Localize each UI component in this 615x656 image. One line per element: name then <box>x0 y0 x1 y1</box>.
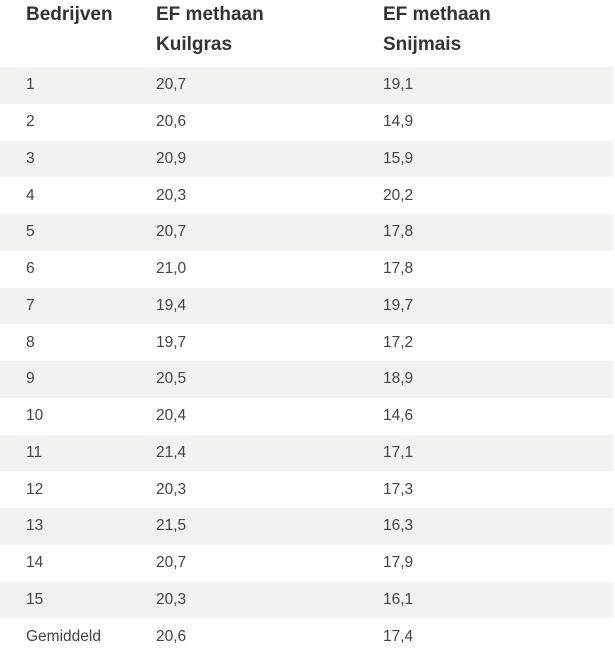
cell-bedrijf: 10 <box>0 397 130 435</box>
table-row: 8 19,7 17,2 <box>0 324 613 361</box>
table-row: 14 20,7 17,9 <box>0 544 613 582</box>
cell-bedrijf: 4 <box>0 177 130 214</box>
table-row: 10 20,4 14,6 <box>0 397 613 435</box>
cell-snijmais: 17,9 <box>357 544 613 582</box>
cell-kuilgras: 20,3 <box>130 471 357 508</box>
table-body: 1 20,7 19,1 2 20,6 14,9 3 20,9 15,9 4 20,3 20,2 5 20,… <box>0 67 613 655</box>
cell-kuilgras: 20,6 <box>130 618 357 655</box>
cell-kuilgras: 21,4 <box>130 434 357 472</box>
table-row: 12 20,3 17,3 <box>0 471 613 508</box>
cell-bedrijf: 1 <box>0 67 130 104</box>
cell-bedrijf: 2 <box>0 103 130 141</box>
cell-bedrijf: 11 <box>0 434 130 472</box>
cell-bedrijf: 3 <box>0 140 130 178</box>
table-row: 6 21,0 17,8 <box>0 250 613 288</box>
table-row: 2 20,6 14,9 <box>0 103 613 141</box>
table-row: 3 20,9 15,9 <box>0 140 613 178</box>
table-row: 7 19,4 19,7 <box>0 287 613 325</box>
cell-bedrijf: 7 <box>0 287 130 325</box>
cell-kuilgras: 20,7 <box>130 214 357 251</box>
cell-snijmais: 17,8 <box>357 214 613 251</box>
cell-kuilgras: 19,7 <box>130 324 357 361</box>
header-kuilgras-line2: Kuilgras <box>156 34 233 55</box>
header-bedrijven-line1: Bedrijven <box>26 4 113 25</box>
cell-kuilgras: 21,0 <box>130 250 357 288</box>
cell-snijmais: 17,3 <box>357 471 613 508</box>
cell-bedrijf: 13 <box>0 508 130 545</box>
cell-bedrijf: 12 <box>0 471 130 508</box>
cell-kuilgras: 20,5 <box>130 361 357 398</box>
table-row: 9 20,5 18,9 <box>0 361 613 398</box>
table-row: 1 20,7 19,1 <box>0 67 613 104</box>
cell-snijmais: 16,1 <box>357 581 613 619</box>
cell-snijmais: 14,9 <box>357 103 613 141</box>
cell-bedrijf: 6 <box>0 250 130 288</box>
header-snijmais-line1: EF methaan <box>383 4 491 25</box>
cell-kuilgras: 20,7 <box>130 67 357 104</box>
cell-snijmais: 19,7 <box>357 287 613 325</box>
table-row: 15 20,3 16,1 <box>0 581 613 619</box>
cell-kuilgras: 20,3 <box>130 581 357 619</box>
cell-snijmais: 14,6 <box>357 397 613 435</box>
cell-snijmais: 17,4 <box>357 618 613 655</box>
cell-snijmais: 15,9 <box>357 140 613 178</box>
table-row: 4 20,3 20,2 <box>0 177 613 214</box>
cell-bedrijf: 14 <box>0 544 130 582</box>
cell-bedrijf: 15 <box>0 581 130 619</box>
cell-bedrijf: 5 <box>0 214 130 251</box>
cell-kuilgras: 20,9 <box>130 140 357 178</box>
table-row: Gemiddeld 20,6 17,4 <box>0 618 613 655</box>
cell-kuilgras: 21,5 <box>130 508 357 545</box>
header-ef-methaan-snijmais: EF methaan Snijmais <box>357 0 613 67</box>
header-bedrijven: Bedrijven <box>0 0 130 67</box>
cell-kuilgras: 20,3 <box>130 177 357 214</box>
cell-snijmais: 16,3 <box>357 508 613 545</box>
table-row: 13 21,5 16,3 <box>0 508 613 545</box>
header-snijmais-line2: Snijmais <box>383 34 462 55</box>
cell-snijmais: 18,9 <box>357 361 613 398</box>
cell-bedrijf: 8 <box>0 324 130 361</box>
cell-bedrijf: 9 <box>0 361 130 398</box>
cell-snijmais: 17,8 <box>357 250 613 288</box>
cell-snijmais: 17,1 <box>357 434 613 472</box>
table-row: 11 21,4 17,1 <box>0 434 613 472</box>
header-row: Bedrijven EF methaan Kuilgras EF methaan… <box>0 0 613 67</box>
table-row: 5 20,7 17,8 <box>0 214 613 251</box>
cell-snijmais: 19,1 <box>357 67 613 104</box>
cell-snijmais: 20,2 <box>357 177 613 214</box>
cell-kuilgras: 20,7 <box>130 544 357 582</box>
header-kuilgras-line1: EF methaan <box>156 4 264 25</box>
cell-bedrijf: Gemiddeld <box>0 618 130 655</box>
cell-kuilgras: 20,4 <box>130 397 357 435</box>
header-ef-methaan-kuilgras: EF methaan Kuilgras <box>130 0 357 67</box>
cell-kuilgras: 19,4 <box>130 287 357 325</box>
cell-kuilgras: 20,6 <box>130 103 357 141</box>
cell-snijmais: 17,2 <box>357 324 613 361</box>
